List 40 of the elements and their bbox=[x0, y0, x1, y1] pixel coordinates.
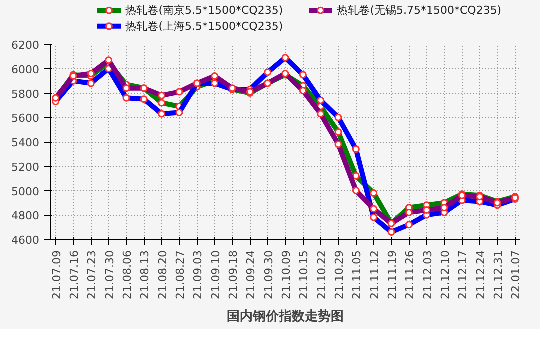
x-tick-label: 21.09.30 bbox=[262, 250, 276, 300]
y-tick-label: 4800 bbox=[12, 210, 40, 223]
x-tick-label: 21.12.31 bbox=[492, 250, 506, 300]
x-tick-label: 21.10.22 bbox=[315, 250, 328, 300]
legend-label: 热轧卷(无锡5.75*1500*CQ235) bbox=[337, 4, 502, 18]
x-tick-label: 21.09.10 bbox=[209, 250, 222, 300]
x-tick-label: 21.12.17 bbox=[456, 250, 470, 300]
x-tick-label: 21.10.09 bbox=[280, 250, 293, 300]
x-tick-label: 21.10.29 bbox=[333, 250, 346, 300]
x-tick-label: 21.11.12 bbox=[368, 250, 382, 300]
x-tick-label: 21.12.24 bbox=[474, 250, 488, 300]
x-tick-label: 21.08.06 bbox=[120, 250, 134, 300]
x-tick-label: 21.08.27 bbox=[174, 250, 187, 300]
x-tick-label: 21.12.03 bbox=[421, 250, 434, 300]
x-tick-label: 21.11.19 bbox=[386, 250, 400, 300]
y-tick-label: 5600 bbox=[12, 112, 40, 126]
y-tick-label: 5200 bbox=[12, 160, 40, 174]
x-tick-label: 21.09.24 bbox=[244, 250, 258, 300]
y-tick-label: 5800 bbox=[12, 88, 40, 101]
x-tick-label: 21.11.26 bbox=[404, 250, 417, 300]
x-tick-label: 21.10.15 bbox=[298, 250, 311, 300]
x-tick-label: 21.08.20 bbox=[156, 250, 170, 300]
y-tick-label: 4600 bbox=[12, 234, 40, 247]
x-tick-label: 21.09.18 bbox=[226, 250, 240, 300]
legend-label: 热轧卷(南京5.5*1500*CQ235) bbox=[126, 4, 284, 18]
legend-label: 热轧卷(上海5.5*1500*CQ235) bbox=[126, 20, 284, 33]
x-tick-label: 21.07.09 bbox=[50, 250, 64, 300]
y-tick-label: 5400 bbox=[12, 136, 40, 150]
x-tick-label: 21.11.05 bbox=[350, 250, 364, 300]
text: 国内钢价指数走势图 bbox=[227, 308, 344, 324]
y-tick-label: 6200 bbox=[12, 39, 40, 52]
x-tick-label: 21.07.16 bbox=[68, 250, 81, 300]
x-tick-label: 22.01.07 bbox=[510, 250, 523, 300]
x-tick-label: 21.07.23 bbox=[86, 250, 99, 300]
x-tick-label: 21.07.30 bbox=[103, 250, 116, 300]
x-tick-label: 21.08.13 bbox=[138, 250, 152, 300]
y-tick-label: 6000 bbox=[12, 63, 40, 76]
x-tick-label: 21.09.03 bbox=[192, 250, 205, 300]
x-tick-label: 21.12.10 bbox=[439, 250, 452, 300]
y-tick-label: 5000 bbox=[12, 185, 40, 198]
